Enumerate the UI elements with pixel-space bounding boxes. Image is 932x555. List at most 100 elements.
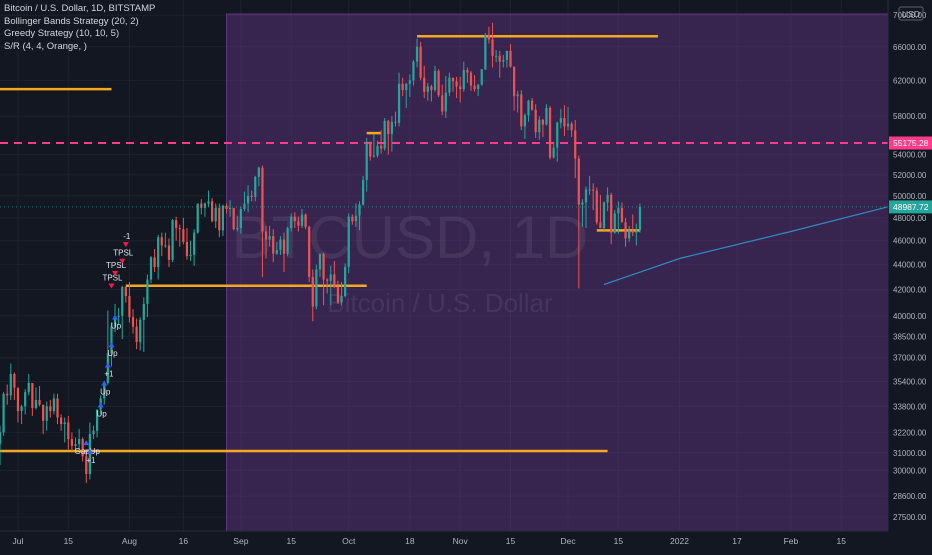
candle-down	[419, 41, 422, 81]
candle-up	[149, 256, 153, 284]
candle-down	[167, 238, 171, 268]
marker-label: TPSL	[102, 274, 123, 283]
candle-up	[527, 99, 530, 122]
candle-body	[466, 70, 469, 73]
currency-badge[interactable]: USD	[898, 6, 924, 21]
legend-symbol[interactable]: Bitcoin / U.S. Dollar, 1D, BITSTAMP	[4, 3, 156, 14]
price-tick-label: 46000.00	[893, 237, 927, 246]
candle-down	[13, 372, 16, 400]
candle-body	[570, 123, 573, 131]
candle-down	[595, 187, 598, 225]
strategy-marker-long: Up	[97, 402, 108, 418]
candle-up	[505, 50, 509, 68]
candle-body	[146, 279, 149, 304]
marker-label: TPSL	[106, 261, 127, 270]
candle-body	[200, 203, 203, 208]
candle-body	[548, 107, 552, 158]
candle-down	[175, 216, 178, 241]
candle-body	[541, 119, 544, 125]
candle-body	[441, 95, 444, 112]
candle-body	[584, 189, 588, 203]
candle-body	[415, 46, 419, 62]
strategy-marker-short: TPSL	[102, 274, 123, 289]
candle-down	[160, 232, 163, 257]
price-tick-label: 30000.00	[893, 466, 927, 475]
candle-body	[523, 115, 527, 127]
candle-up	[268, 225, 271, 247]
candle-down	[624, 217, 627, 247]
candle-body	[218, 207, 221, 231]
candle-body	[484, 34, 487, 70]
candle-body	[246, 195, 250, 204]
candle-body	[397, 83, 401, 123]
candle-down	[379, 130, 383, 154]
marker-arrow-down-icon	[108, 283, 115, 289]
price-tick-label: 70000.00	[893, 11, 927, 20]
candle-up	[495, 50, 498, 63]
candle-body	[566, 123, 570, 127]
candle-down	[131, 309, 135, 334]
candle-body	[24, 392, 27, 407]
candle-body	[318, 253, 322, 270]
legend-study-sr[interactable]: S/R (4, 4, Orange, )	[4, 40, 87, 52]
candle-up	[77, 429, 81, 452]
candle-body	[351, 216, 354, 222]
candle-down	[135, 318, 138, 350]
price-tick-label: 48000.00	[893, 214, 927, 223]
chart-legend[interactable]: Bitcoin / U.S. Dollar, 1D, BITSTAMP Boll…	[4, 3, 155, 53]
candle-body	[63, 422, 66, 425]
candle-body	[38, 399, 41, 405]
candle-body	[52, 398, 56, 412]
candle-down	[322, 252, 325, 306]
candle-up	[638, 203, 642, 233]
candle-up	[146, 274, 149, 318]
candle-down	[218, 203, 221, 238]
candle-down	[498, 50, 501, 78]
candle-body	[610, 194, 613, 233]
candle-down	[473, 75, 476, 92]
time-tick-label: Sep	[233, 536, 248, 546]
candle-down	[311, 269, 314, 322]
candle-body	[602, 202, 606, 229]
candle-up	[171, 218, 174, 263]
time-tick-label: 15	[64, 536, 74, 546]
candle-body	[282, 239, 286, 254]
candle-body	[408, 80, 411, 84]
candle-body	[502, 59, 505, 62]
marker-arrow-up-icon	[104, 362, 111, 368]
candle-down	[182, 217, 185, 245]
candle-down	[272, 229, 275, 263]
candle-body	[124, 287, 127, 297]
candle-body	[236, 228, 239, 230]
candle-body	[88, 434, 91, 474]
candle-down	[333, 260, 336, 289]
candle-up	[0, 425, 2, 466]
price-tick-label: 37000.00	[893, 354, 927, 363]
candle-body	[599, 222, 602, 229]
time-tick-label: Aug	[122, 536, 137, 546]
time-axis[interactable]: Jul 15 Aug 16 Sep 15 Oct 18 Nov 15 Dec 15 2022 17 Feb 1…	[0, 530, 932, 550]
candle-up	[408, 74, 411, 98]
candle-up	[390, 116, 393, 152]
candle-down	[304, 213, 307, 230]
candle-body	[85, 456, 88, 474]
candle-up	[502, 54, 505, 68]
candle-up	[340, 281, 343, 306]
price-axis[interactable]: 27500.00 28600.00 30000.00 31000.00 32200.00…	[887, 0, 932, 550]
candle-up	[243, 191, 246, 212]
candle-body	[534, 109, 537, 133]
candle-down	[570, 121, 573, 137]
marker-label: Up	[97, 409, 108, 418]
legend-study-greedy[interactable]: Greedy Strategy (10, 10, 5)	[4, 28, 120, 39]
strategy-marker-long: Up	[100, 380, 111, 397]
candle-body	[45, 406, 48, 421]
time-tick-label: 15	[837, 536, 847, 546]
candle-body	[336, 287, 340, 303]
candle-body	[221, 205, 225, 231]
legend-study-bollinger[interactable]: Bollinger Bands Strategy (20, 2)	[4, 15, 139, 27]
candle-up	[552, 141, 555, 159]
candle-up	[221, 204, 225, 237]
